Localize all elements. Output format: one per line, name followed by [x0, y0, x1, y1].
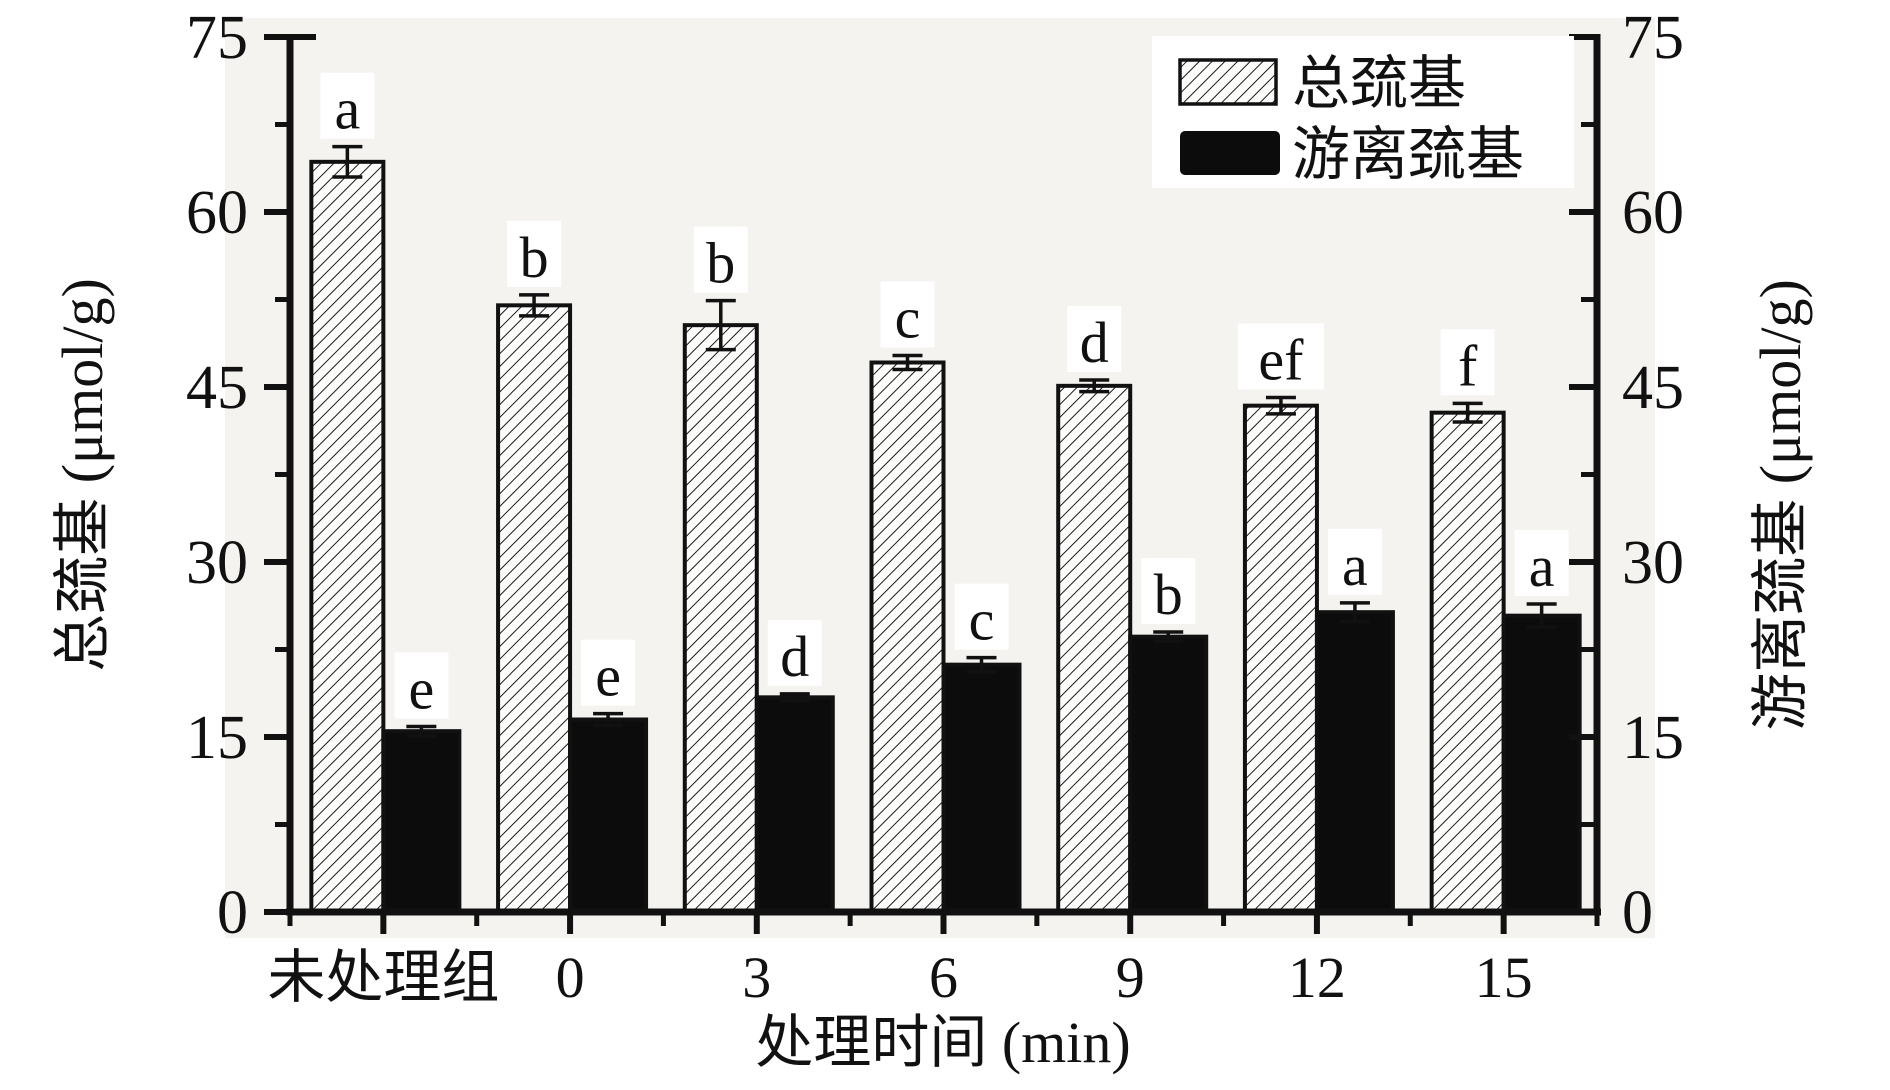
x-tick-label: 0: [556, 945, 585, 1010]
y-tick-label-left: 60: [186, 179, 248, 247]
letter-background: [767, 619, 822, 686]
bar-total-sulfhydryl: [496, 303, 573, 915]
y-tick-label-left: 0: [217, 879, 248, 947]
bars: [309, 159, 1582, 915]
y-tick-label-left: 30: [186, 529, 248, 597]
bar-free-sulfhydryl: [1501, 613, 1582, 915]
significance-letter: a: [1529, 534, 1555, 599]
significance-letter: e: [595, 644, 621, 709]
y-tick-label-right: 45: [1622, 354, 1684, 422]
letter-background: [1141, 558, 1196, 624]
significance-letter: ef: [1258, 328, 1304, 393]
significance-letter: b: [1154, 562, 1183, 627]
bar-free-sulfhydryl: [941, 662, 1022, 915]
letter-background: [880, 281, 935, 348]
x-tick-label: 9: [1116, 945, 1145, 1010]
letter-background: [581, 639, 636, 706]
legend-swatch-solid-icon: [1180, 131, 1280, 175]
y-tick-label-left: 75: [186, 4, 248, 72]
y-tick-label-left: 45: [186, 354, 248, 422]
bar-total-sulfhydryl: [1056, 383, 1133, 915]
bar-total-sulfhydryl: [869, 360, 946, 914]
legend-label-total-sulfhydryl: 总巯基: [1292, 51, 1466, 116]
significance-letter: d: [780, 624, 809, 689]
significance-letter: c: [895, 286, 921, 351]
significance-letter: d: [1080, 310, 1109, 375]
x-axis: 未处理组 0 3 6 9 12 15: [267, 908, 1601, 1010]
letter-background: [1440, 329, 1495, 396]
y-axis-left-title: 总巯基 (μmol/g): [50, 278, 115, 672]
y-tick-label-right: 75: [1622, 4, 1684, 72]
legend-label-free-sulfhydryl: 游离巯基: [1292, 122, 1524, 187]
y-tick-label-right: 0: [1622, 879, 1653, 947]
legend-swatch-hatched-icon: [1178, 58, 1278, 106]
significance-letter: b: [520, 225, 549, 290]
significance-letter: a: [1342, 533, 1368, 598]
legend: 总巯基 游离巯基: [1152, 36, 1574, 188]
y-tick-label-right: 30: [1622, 529, 1684, 597]
bar-total-sulfhydryl: [682, 323, 759, 914]
significance-letter: a: [334, 77, 360, 142]
significance-letter: b: [706, 231, 735, 296]
letter-background: [1327, 528, 1382, 595]
y-tick-label-right: 60: [1622, 179, 1684, 247]
bar-free-sulfhydryl: [381, 729, 462, 915]
bar-free-sulfhydryl: [754, 695, 835, 914]
bar-total-sulfhydryl: [1242, 403, 1319, 914]
x-axis-title: 处理时间 (min): [755, 1010, 1130, 1075]
letter-background: [1237, 323, 1324, 390]
error-bars: [332, 144, 1557, 738]
x-tick-label: 15: [1475, 945, 1533, 1010]
bar-free-sulfhydryl: [1128, 634, 1209, 915]
y-axis-left: 0 15 30 45 60 75: [186, 4, 316, 947]
y-tick-label-right: 15: [1622, 704, 1684, 772]
x-tick-label: 6: [929, 945, 958, 1010]
letter-background: [1067, 306, 1122, 372]
letter-background: [507, 220, 562, 287]
significance-letter: c: [969, 588, 995, 653]
bar-total-sulfhydryl: [309, 159, 386, 915]
x-tick-label: 12: [1288, 945, 1346, 1010]
y-tick-label-left: 15: [186, 704, 248, 772]
x-tick-label: 未处理组: [267, 945, 499, 1010]
bar-free-sulfhydryl: [568, 717, 649, 914]
significance-letter: e: [408, 657, 434, 722]
y-axis-right-title: 游离巯基 (μmol/g): [1748, 279, 1813, 731]
x-tick-label: 3: [742, 945, 771, 1010]
letter-background: [394, 652, 449, 719]
letter-background: [320, 72, 375, 139]
letter-background: [693, 226, 748, 293]
significance-letter: f: [1458, 333, 1478, 398]
bar-free-sulfhydryl: [1314, 610, 1395, 915]
letter-background: [1514, 530, 1569, 596]
significance-letters: a b b c d ef f e e d c b a a: [320, 72, 1569, 722]
letter-background: [954, 583, 1009, 650]
bar-total-sulfhydryl: [1429, 410, 1506, 914]
